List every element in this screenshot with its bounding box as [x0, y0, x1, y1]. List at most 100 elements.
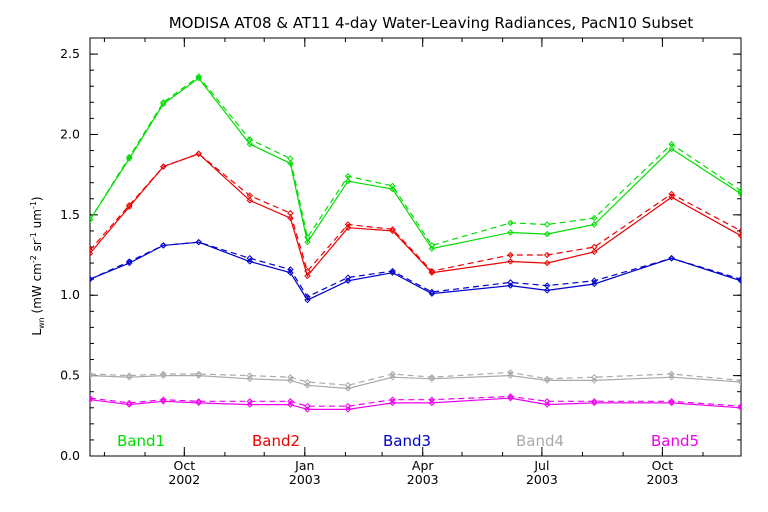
band4-series — [90, 369, 741, 392]
band1-dashed-point — [287, 155, 294, 162]
band3-solid-point — [389, 269, 396, 276]
band4-solid-point — [344, 385, 352, 392]
band1-solid-point — [304, 238, 311, 246]
legend-band4: Band4 — [516, 432, 564, 450]
band2-series — [90, 150, 741, 280]
band2-solid-point — [389, 227, 396, 235]
band5-solid-point — [737, 404, 741, 411]
y-label-exp3: -1 — [29, 201, 38, 209]
y-label-close: ) — [30, 196, 44, 201]
band5-series — [90, 393, 741, 413]
band3-solid-point — [543, 287, 551, 294]
band4-solid-point — [428, 375, 436, 383]
band3-dashed-line — [90, 241, 741, 298]
band1-dashed-point — [246, 136, 254, 143]
y-label-units: (mW cm — [30, 263, 44, 317]
band3-dashed-point — [543, 282, 551, 289]
band4-solid-point — [195, 372, 202, 379]
x-tick-month: Oct — [173, 458, 195, 473]
legend-band5: Band5 — [651, 432, 699, 450]
band2-solid-point — [304, 272, 311, 280]
band3-solid-point — [344, 277, 352, 284]
band1-dashed-point — [668, 140, 675, 148]
band5-solid-point — [344, 406, 352, 413]
band4-solid-line — [90, 374, 741, 390]
band3-solid-point — [195, 238, 202, 246]
chart-title: MODISA AT08 & AT11 4-day Water-Leaving R… — [169, 14, 694, 32]
band2-solid-point — [195, 150, 202, 157]
band2-solid-point — [160, 163, 167, 170]
band1-solid-point — [543, 230, 551, 238]
band3-solid-point — [160, 242, 167, 249]
band3-series — [90, 238, 741, 304]
band5-dashed-line — [90, 395, 741, 407]
band2-dashed-point — [507, 251, 514, 259]
band3-solid-point — [287, 269, 294, 276]
band3-solid-point — [591, 280, 598, 288]
band1-solid-point — [126, 155, 133, 162]
band2-solid-point — [737, 232, 741, 239]
band4-solid-point — [591, 377, 598, 384]
band5-solid-point — [195, 399, 202, 407]
band5-solid-point — [389, 399, 396, 407]
band2-solid-point — [344, 224, 352, 231]
band1-solid-point — [246, 140, 254, 148]
x-tick-year: 2003 — [647, 472, 679, 487]
y-tick-label: 1.0 — [60, 287, 80, 302]
band2-solid-point — [246, 197, 254, 204]
band1-solid-point — [160, 100, 167, 108]
x-tick-year: 2002 — [168, 472, 200, 487]
y-label-sub: wn — [37, 317, 46, 329]
band1-dashed-point — [507, 219, 514, 227]
band2-dashed-point — [287, 210, 294, 217]
band1-series — [90, 73, 741, 252]
band2-solid-point — [287, 214, 294, 222]
band5-solid-line — [90, 397, 741, 410]
y-label-exp1: -2 — [29, 255, 38, 263]
band4-solid-point — [668, 374, 675, 381]
band1-dashed-point — [126, 153, 133, 161]
band1-dashed-point — [543, 221, 551, 228]
x-tick-month: Jul — [533, 458, 549, 473]
band5-solid-point — [543, 401, 551, 408]
band4-solid-point — [737, 378, 741, 386]
band1-solid-point — [428, 245, 436, 252]
band2-solid-point — [543, 259, 551, 267]
legend-band1: Band1 — [117, 432, 165, 450]
plot-frame — [89, 37, 742, 457]
band1-solid-point — [591, 221, 598, 228]
band5-solid-point — [304, 406, 311, 413]
band2-solid-point — [126, 203, 133, 211]
band3-solid-point — [90, 275, 94, 283]
band4-solid-point — [287, 377, 294, 384]
band3-solid-point — [304, 296, 311, 304]
band1-solid-point — [507, 229, 514, 236]
band2-solid-point — [428, 269, 436, 276]
band5-solid-point — [507, 394, 514, 402]
legend-band3: Band3 — [383, 432, 431, 450]
band3-solid-line — [90, 241, 741, 301]
band4-solid-point — [90, 372, 94, 379]
band5-dashed-point — [90, 394, 94, 402]
x-tick-month: Apr — [412, 458, 434, 473]
legend-band2: Band2 — [252, 432, 300, 450]
band2-solid-point — [90, 250, 94, 257]
band3-solid-point — [737, 277, 741, 284]
band2-dashed-point — [543, 251, 551, 259]
band1-dashed-point — [591, 214, 598, 222]
band2-solid-point — [591, 248, 598, 256]
band1-solid-point — [737, 190, 741, 198]
band1-dashed-point — [344, 173, 352, 180]
band1-solid-line — [90, 77, 741, 250]
x-tick-month: Oct — [652, 458, 674, 473]
band4-dashed-line — [90, 371, 741, 386]
band3-solid-point — [428, 290, 436, 297]
band4-solid-point — [507, 372, 514, 379]
band2-solid-point — [668, 193, 675, 201]
band1-solid-point — [90, 216, 94, 223]
band3-solid-point — [668, 255, 675, 262]
band3-dashed-point — [507, 279, 514, 286]
band4-dashed-point — [304, 378, 311, 386]
x-tick-year: 2003 — [289, 472, 321, 487]
